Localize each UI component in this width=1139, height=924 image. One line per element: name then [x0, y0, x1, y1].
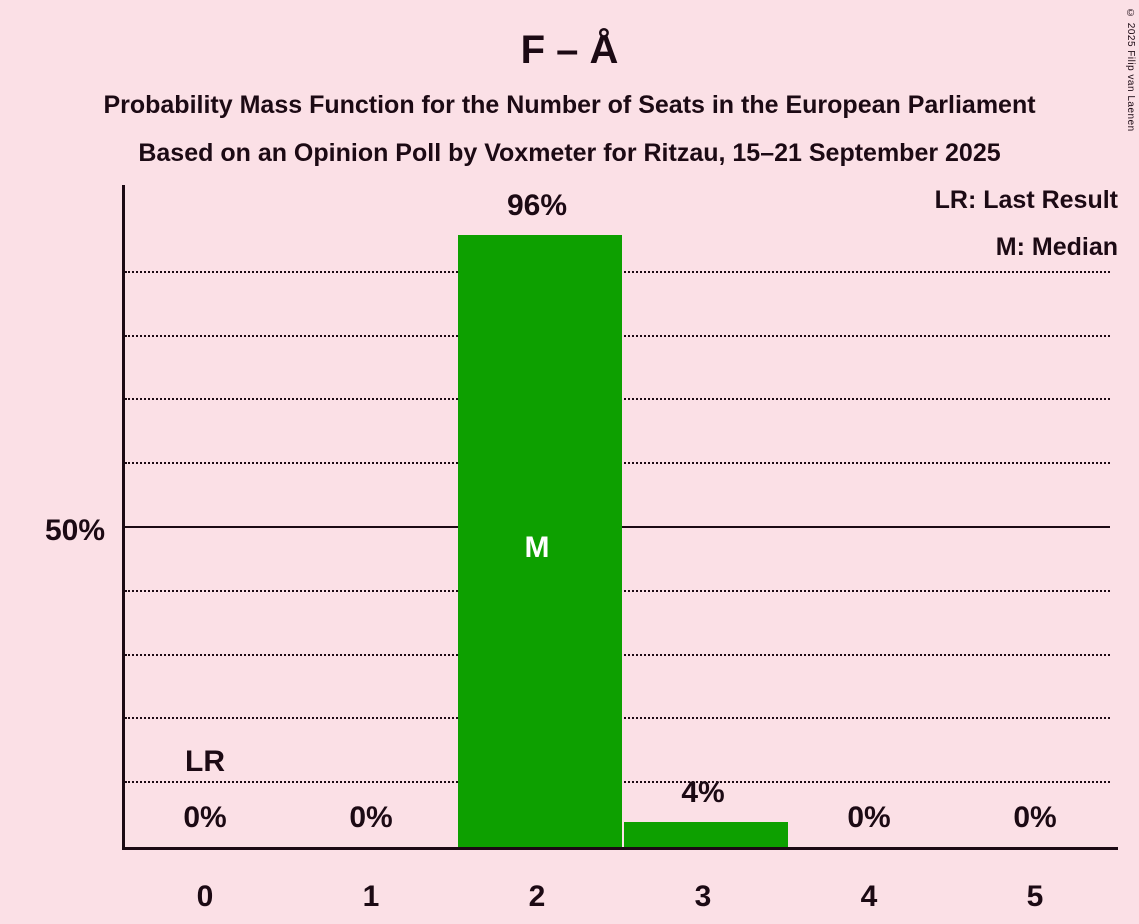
plot-area [122, 185, 1118, 850]
legend-median: M: Median [995, 233, 1118, 261]
x-tick-4: 4 [860, 880, 878, 913]
value-label-seats-5: 0% [1013, 801, 1057, 834]
value-label-seats-1: 0% [349, 801, 393, 834]
chart-source-line: Based on an Opinion Poll by Voxmeter for… [138, 139, 1001, 167]
value-label-seats-2: 96% [506, 188, 568, 222]
copyright-text: © 2025 Filip van Laenen [1125, 8, 1136, 132]
legend-last-result: LR: Last Result [934, 186, 1118, 214]
chart-title: F – Å [520, 28, 619, 72]
x-tick-0: 0 [196, 880, 214, 913]
median-marker: M [524, 531, 550, 564]
bar-seats-2 [458, 234, 622, 847]
chart-subtitle: Probability Mass Function for the Number… [103, 91, 1036, 119]
x-tick-3: 3 [694, 880, 712, 913]
value-label-seats-3: 4% [681, 775, 725, 809]
bar-seats-3 [624, 821, 788, 847]
x-tick-1: 1 [362, 880, 380, 913]
x-tick-5: 5 [1026, 880, 1044, 913]
value-label-seats-0: 0% [183, 801, 227, 834]
x-tick-2: 2 [528, 880, 546, 913]
y-axis-label-50: 50% [44, 514, 105, 547]
value-label-seats-4: 0% [847, 801, 891, 834]
last-result-marker: LR [185, 745, 225, 778]
